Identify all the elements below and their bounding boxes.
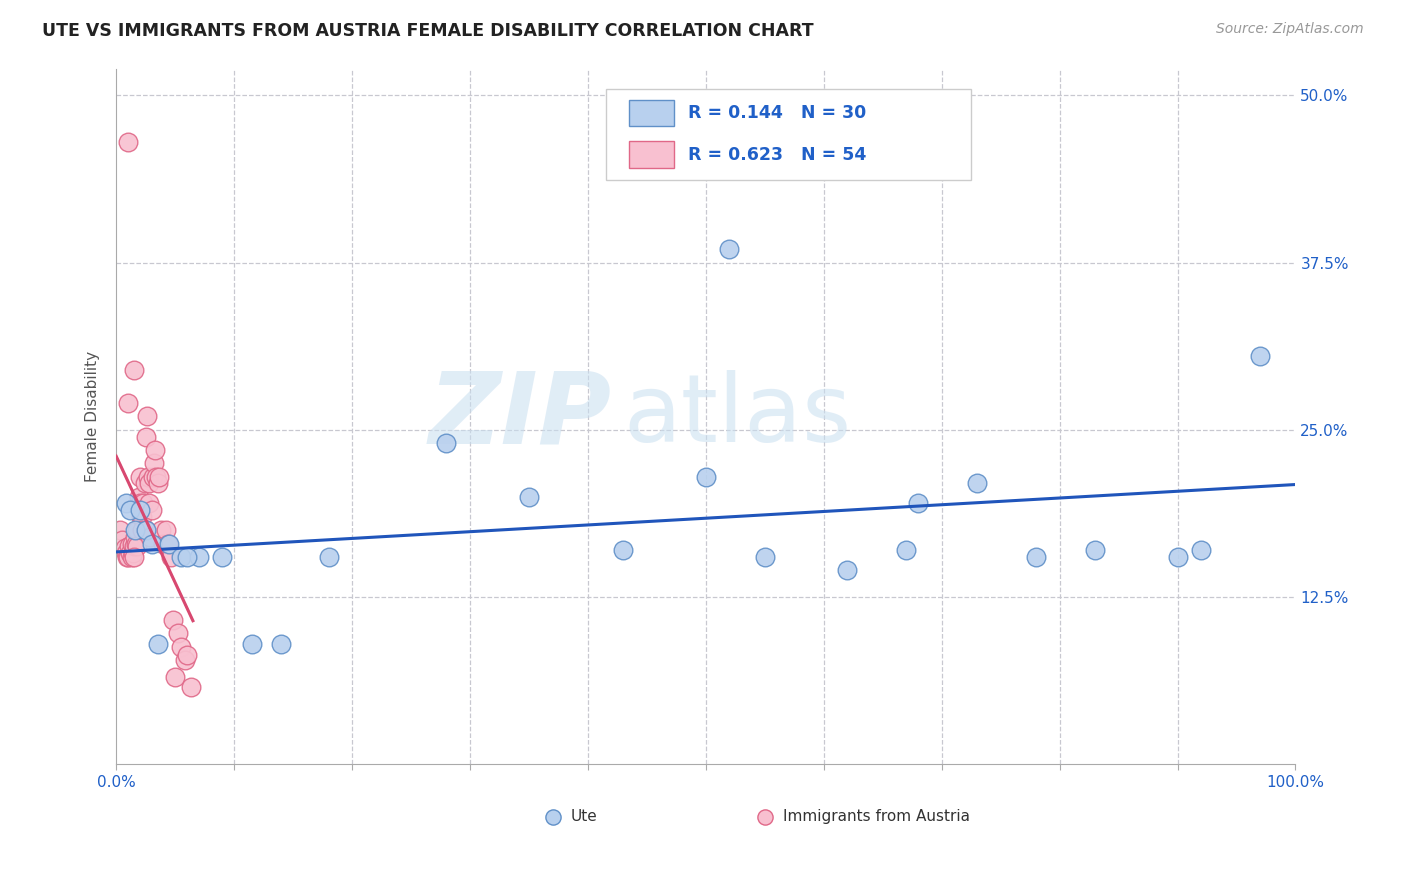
Point: [124, 530, 146, 544]
Point: [117, 549, 139, 564]
Text: R = 0.623   N = 54: R = 0.623 N = 54: [688, 145, 866, 163]
Point: [517, 490, 540, 504]
Point: [754, 858, 776, 872]
Point: [754, 549, 776, 564]
Point: [159, 549, 181, 564]
Point: [128, 496, 150, 510]
Point: [128, 503, 150, 517]
Point: [718, 242, 741, 256]
Point: [1084, 543, 1107, 558]
Point: [131, 509, 153, 524]
Point: [157, 536, 180, 550]
Point: [114, 496, 136, 510]
Point: [132, 496, 155, 510]
Text: UTE VS IMMIGRANTS FROM AUSTRIA FEMALE DISABILITY CORRELATION CHART: UTE VS IMMIGRANTS FROM AUSTRIA FEMALE DI…: [42, 22, 814, 40]
Point: [117, 396, 139, 410]
Point: [896, 543, 918, 558]
Text: ZIP: ZIP: [429, 368, 612, 465]
Point: [612, 543, 634, 558]
Point: [695, 469, 717, 483]
Point: [1167, 549, 1189, 564]
Point: [125, 536, 148, 550]
Text: Ute: Ute: [571, 809, 598, 824]
Point: [152, 536, 174, 550]
Point: [138, 476, 160, 491]
Point: [129, 509, 152, 524]
FancyBboxPatch shape: [606, 89, 972, 180]
Point: [436, 436, 458, 450]
Point: [150, 523, 173, 537]
Point: [117, 135, 139, 149]
Point: [136, 409, 159, 424]
Point: [120, 546, 142, 560]
Point: [155, 523, 177, 537]
Point: [122, 549, 145, 564]
Point: [135, 429, 157, 443]
Point: [157, 536, 180, 550]
Point: [170, 549, 193, 564]
Point: [120, 503, 142, 517]
Point: [122, 362, 145, 376]
Point: [135, 523, 157, 537]
Point: [176, 549, 198, 564]
Point: [108, 523, 131, 537]
Point: [1189, 543, 1212, 558]
Point: [114, 541, 136, 555]
Point: [127, 523, 149, 537]
Point: [111, 533, 134, 547]
Point: [138, 496, 160, 510]
Point: [541, 858, 564, 872]
Point: [128, 469, 150, 483]
Point: [187, 549, 209, 564]
Point: [135, 523, 157, 537]
Text: Immigrants from Austria: Immigrants from Austria: [783, 809, 970, 824]
Point: [146, 637, 169, 651]
Point: [115, 549, 138, 564]
Point: [173, 653, 195, 667]
Point: [118, 539, 141, 553]
Point: [139, 530, 162, 544]
Point: [145, 469, 167, 483]
Text: Source: ZipAtlas.com: Source: ZipAtlas.com: [1216, 22, 1364, 37]
Point: [128, 490, 150, 504]
Point: [143, 456, 166, 470]
Point: [240, 637, 263, 651]
Point: [907, 496, 929, 510]
Point: [1025, 549, 1047, 564]
Point: [270, 637, 292, 651]
Point: [166, 626, 188, 640]
Point: [146, 476, 169, 491]
Text: R = 0.144   N = 30: R = 0.144 N = 30: [688, 104, 866, 122]
Point: [211, 549, 233, 564]
Point: [176, 648, 198, 662]
Text: atlas: atlas: [623, 370, 852, 462]
Bar: [630, 100, 673, 127]
Point: [134, 476, 156, 491]
Point: [837, 563, 859, 577]
Point: [143, 442, 166, 457]
Point: [141, 503, 163, 517]
Point: [162, 613, 184, 627]
Point: [180, 680, 202, 694]
Point: [121, 549, 143, 564]
Point: [131, 523, 153, 537]
Point: [121, 536, 143, 550]
Point: [165, 670, 187, 684]
Bar: [630, 141, 673, 168]
Point: [1249, 349, 1271, 363]
Y-axis label: Female Disability: Female Disability: [86, 351, 100, 482]
Point: [966, 476, 988, 491]
Point: [122, 539, 145, 553]
Point: [127, 539, 149, 553]
Point: [142, 469, 165, 483]
Point: [141, 536, 163, 550]
Point: [148, 469, 170, 483]
Point: [318, 549, 340, 564]
Point: [170, 640, 193, 654]
Point: [114, 546, 136, 560]
Point: [124, 523, 146, 537]
Point: [136, 469, 159, 483]
Point: [121, 546, 143, 560]
